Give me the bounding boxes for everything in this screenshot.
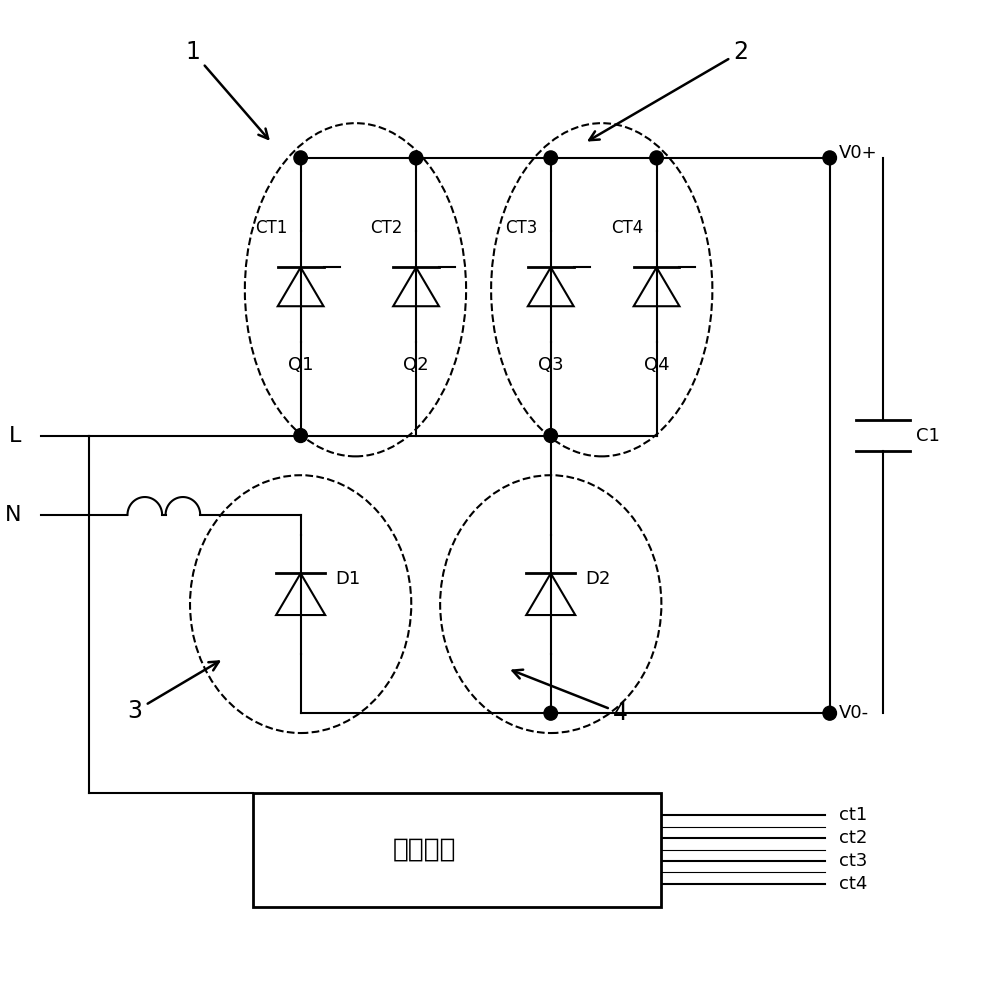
Text: Q2: Q2	[403, 356, 429, 374]
Text: CT3: CT3	[505, 219, 538, 237]
Text: ct3: ct3	[839, 852, 868, 870]
Circle shape	[823, 151, 837, 165]
Text: D2: D2	[586, 570, 610, 588]
Text: CT2: CT2	[371, 219, 403, 237]
Circle shape	[650, 151, 664, 165]
Text: N: N	[5, 505, 22, 525]
Text: D1: D1	[335, 570, 361, 588]
Text: V0+: V0+	[839, 144, 878, 162]
Text: V0-: V0-	[839, 704, 870, 722]
Circle shape	[294, 151, 308, 165]
Text: CT1: CT1	[255, 219, 287, 237]
Text: 3: 3	[128, 662, 219, 723]
Text: C1: C1	[916, 427, 940, 445]
Circle shape	[294, 429, 308, 442]
Circle shape	[823, 706, 837, 720]
Text: ct4: ct4	[839, 875, 868, 893]
Text: 控制模块: 控制模块	[392, 837, 456, 863]
Text: Q1: Q1	[288, 356, 314, 374]
Text: Q3: Q3	[538, 356, 563, 374]
Text: L: L	[9, 426, 22, 446]
Text: 4: 4	[513, 670, 628, 725]
Text: ct2: ct2	[839, 829, 868, 847]
Circle shape	[544, 151, 557, 165]
Circle shape	[409, 151, 423, 165]
Bar	[253, 793, 662, 907]
Text: Q4: Q4	[644, 356, 669, 374]
Circle shape	[544, 706, 557, 720]
Text: CT4: CT4	[610, 219, 643, 237]
Text: 2: 2	[589, 40, 748, 140]
Text: 1: 1	[185, 40, 268, 139]
Circle shape	[544, 429, 557, 442]
Text: ct1: ct1	[839, 806, 868, 824]
